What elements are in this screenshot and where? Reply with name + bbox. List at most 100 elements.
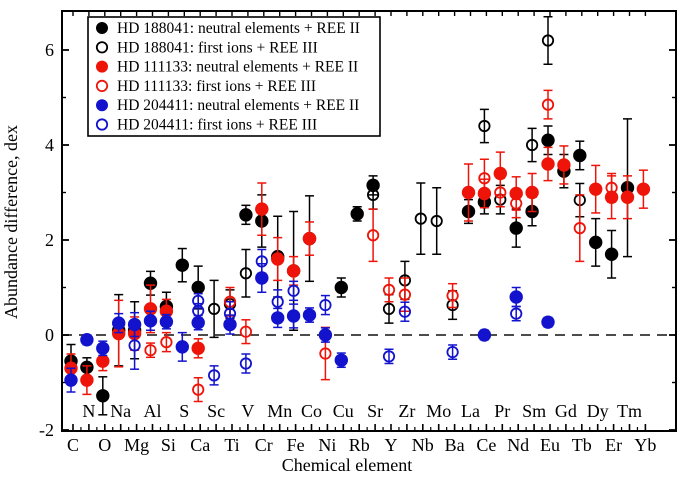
point-hd188041-ions-nb: [414, 212, 427, 225]
point-hd111133-ions-nd: [510, 197, 523, 210]
point-hd111133-ions-si: [160, 336, 173, 349]
point-hd111133-neutral-la: [461, 185, 476, 200]
point-hd111133-ions-sr: [366, 229, 380, 242]
point-hd111133-ions-ba: [446, 289, 459, 302]
y-tick-label: 0: [45, 325, 54, 345]
point-hd111133-neutral-mn: [271, 252, 285, 266]
point-hd111133-ions-pr: [494, 186, 507, 199]
point-hd188041-neutral-dy: [589, 235, 603, 250]
point-hd188041-neutral-nd: [509, 221, 523, 235]
legend-label: HD 111133: first ions + REE III: [117, 78, 316, 95]
legend-item: HD 188041: neutral elements + REE II: [96, 20, 360, 37]
point-hd111133-ions-ni: [319, 347, 332, 360]
x-tick-label-sc: Sc: [207, 401, 225, 421]
point-hd111133-neutral-cr: [255, 202, 269, 216]
point-hd188041-ions-sr: [366, 188, 380, 201]
x-tick-label-c: C: [67, 435, 79, 455]
point-hd111133-ions-er: [605, 181, 618, 194]
point-hd111133-ions-ca: [192, 383, 205, 396]
x-tick-label-ba: Ba: [445, 435, 465, 455]
point-hd111133-neutral-fe: [286, 264, 301, 278]
x-tick-label-cr: Cr: [255, 435, 273, 455]
point-hd188041-ions-sc: [208, 302, 221, 315]
point-hd188041-neutral-cu: [334, 280, 348, 295]
point-hd204411-ions-cr: [255, 255, 268, 268]
x-tick-label-pr: Pr: [494, 401, 510, 421]
open-circle-icon: [95, 118, 109, 131]
point-hd204411-neutral-nd: [509, 290, 523, 304]
point-hd204411-ions-mg: [128, 339, 141, 352]
point-hd111133-ions-zr: [398, 288, 411, 301]
point-hd204411-ions-ba: [446, 345, 459, 359]
point-hd111133-neutral-dy: [589, 182, 603, 196]
x-tick-label-si: Si: [161, 435, 176, 455]
y-axis-title: Abundance difference, dex: [1, 125, 21, 319]
x-tick-label-cu: Cu: [333, 401, 354, 421]
x-tick-label-er: Er: [605, 435, 622, 455]
point-hd188041-ions-eu: [541, 34, 555, 47]
x-tick-label-nd: Nd: [507, 435, 529, 455]
point-hd204411-ions-mn: [271, 295, 284, 308]
point-hd188041-ions-sm: [525, 138, 539, 152]
point-hd111133-neutral-gd: [557, 158, 571, 172]
filled-circle-icon: [96, 99, 108, 112]
legend-item: HD 204411: first ions + REE III: [95, 117, 317, 134]
point-hd111133-ions-al: [144, 344, 157, 357]
legend-label: HD 204411: neutral elements + REE II: [117, 97, 359, 114]
x-tick-label-eu: Eu: [540, 435, 560, 455]
legend: HD 188041: neutral elements + REE II HD …: [87, 16, 381, 137]
point-hd204411-neutral-co: [302, 308, 317, 322]
x-tick-label-n: N: [82, 401, 95, 421]
legend-item: HD 204411: neutral elements + REE II: [96, 97, 359, 114]
point-hd204411-neutral-ni: [318, 328, 333, 342]
legend-label: HD 111133: neutral elements + REE II: [117, 59, 358, 76]
point-hd204411-neutral-al: [143, 314, 158, 328]
point-hd204411-neutral-si: [159, 315, 174, 329]
point-hd111133-neutral-ca: [191, 341, 205, 355]
open-circle-icon: [95, 79, 109, 93]
x-tick-label-ca: Ca: [190, 435, 210, 455]
point-hd188041-ions-y: [382, 302, 396, 315]
legend-item: HD 111133: neutral elements + REE II: [96, 59, 358, 76]
point-hd204411-ions-y: [382, 350, 396, 363]
point-hd204411-ions-v: [239, 357, 252, 370]
point-hd111133-neutral-yb: [636, 182, 651, 196]
x-tick-label-sr: Sr: [367, 401, 383, 421]
x-tick-label-rb: Rb: [349, 435, 370, 455]
x-tick-label-mo: Mo: [426, 401, 451, 421]
point-hd111133-neutral-co: [302, 231, 317, 246]
x-tick-label-la: La: [461, 401, 480, 421]
point-hd204411-neutral-s: [175, 340, 190, 354]
legend-label: HD 188041: neutral elements + REE II: [117, 20, 360, 37]
x-tick-label-mg: Mg: [124, 435, 149, 455]
point-hd188041-ions-ce: [478, 119, 491, 133]
point-hd204411-neutral-cu: [334, 353, 348, 367]
point-hd204411-neutral-ce: [477, 328, 492, 342]
legend-box: [87, 16, 381, 137]
x-tick-label-al: Al: [144, 401, 162, 421]
filled-circle-icon: [96, 22, 108, 34]
x-tick-label-na: Na: [110, 401, 131, 421]
y-tick-label: 2: [45, 230, 54, 250]
point-hd188041-neutral-rb: [350, 207, 364, 221]
legend-label: HD 204411: first ions + REE III: [117, 117, 317, 134]
x-tick-label-ni: Ni: [318, 435, 336, 455]
point-hd204411-ions-zr: [398, 305, 411, 318]
point-hd188041-neutral-er: [604, 247, 619, 261]
point-hd204411-neutral-fe: [286, 309, 301, 323]
point-hd111133-neutral-n: [80, 373, 94, 387]
point-hd188041-neutral-s: [175, 258, 190, 272]
x-tick-label-mn: Mn: [267, 401, 292, 421]
x-tick-label-yb: Yb: [634, 435, 656, 455]
x-tick-label-o: O: [98, 435, 111, 455]
point-hd204411-ions-ti: [223, 307, 237, 320]
x-tick-label-fe: Fe: [287, 435, 305, 455]
x-tick-label-co: Co: [301, 401, 322, 421]
x-tick-label-y: Y: [385, 435, 398, 455]
x-tick-label-zr: Zr: [398, 401, 415, 421]
legend-label: HD 188041: first ions + REE III: [117, 39, 318, 56]
x-tick-label-v: V: [241, 401, 254, 421]
x-tick-label-nb: Nb: [412, 435, 434, 455]
plot-frame: [61, 10, 677, 432]
